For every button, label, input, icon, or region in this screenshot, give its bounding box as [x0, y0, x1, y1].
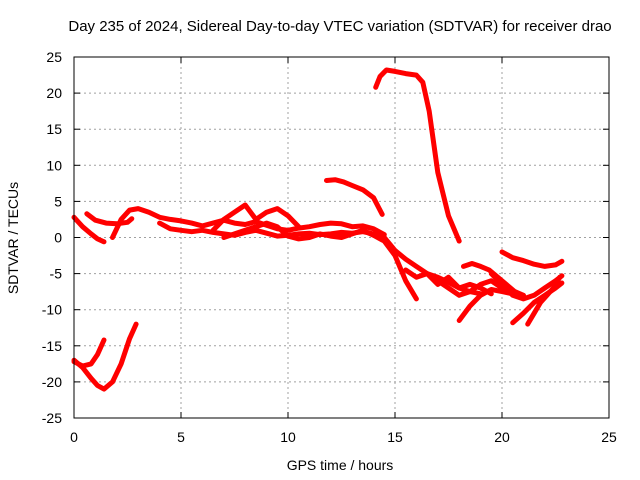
y-tick-label: -10 [42, 302, 62, 318]
series-arc-2 [84, 211, 135, 227]
y-tick-label: -5 [50, 266, 63, 282]
series-arc-8 [373, 67, 462, 244]
series-arc-1 [71, 214, 107, 245]
y-tick-label: 10 [46, 157, 62, 173]
tick-labels: 0 5 10 15 20 25 -25 -20 -15 -10 -5 0 5 10 15 20 25 [42, 49, 617, 445]
y-tick-label: 0 [54, 230, 62, 246]
series-arc-7 [324, 177, 385, 217]
x-tick-label: 5 [177, 429, 185, 445]
series-arc-17 [71, 321, 139, 392]
y-axis-title: SDTVAR / TECUs [5, 182, 21, 294]
series-arc-18 [71, 337, 107, 369]
x-tick-label: 15 [387, 429, 403, 445]
x-tick-label: 20 [494, 429, 510, 445]
x-tick-label: 10 [280, 429, 296, 445]
series-arc-16 [525, 274, 563, 327]
chart-title: Day 235 of 2024, Sidereal Day-to-day VTE… [68, 18, 611, 35]
y-tick-label: 5 [54, 193, 62, 209]
x-axis-title: GPS time / hours [287, 457, 394, 473]
y-tick-label: -25 [42, 410, 62, 426]
x-tick-label: 25 [601, 429, 617, 445]
data-series [71, 67, 565, 392]
series-arc-10 [424, 271, 505, 298]
y-tick-label: 20 [46, 85, 62, 101]
series-arc-6 [221, 220, 419, 302]
series-arc-5 [210, 202, 302, 233]
series-arc-14 [488, 271, 565, 302]
y-tick-label: 25 [46, 49, 62, 65]
y-tick-label: -20 [42, 374, 62, 390]
series-arc-3 [110, 206, 387, 240]
series-arc-13 [499, 249, 565, 269]
y-tick-label: 15 [46, 121, 62, 137]
y-tick-label: -15 [42, 338, 62, 354]
x-tick-label: 0 [70, 429, 78, 445]
axis-ticks [73, 56, 610, 419]
